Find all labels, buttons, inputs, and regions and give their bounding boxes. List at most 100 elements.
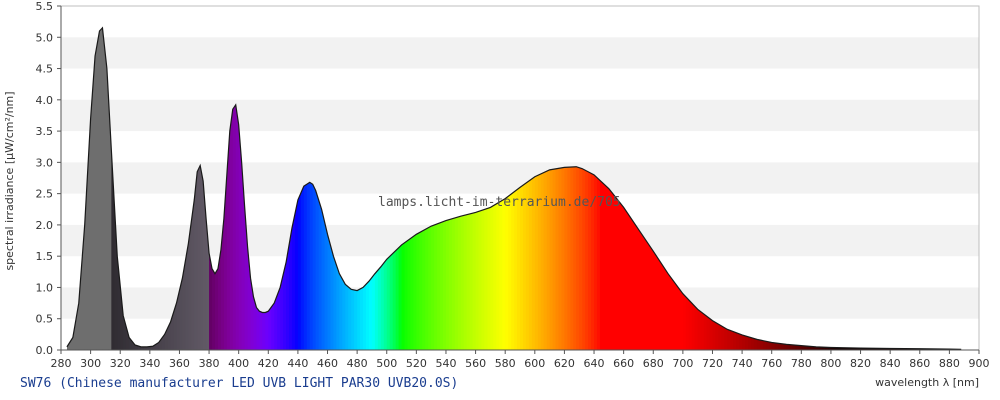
y-tick-label: 2.0 bbox=[36, 219, 54, 232]
x-tick-label: 520 bbox=[406, 357, 427, 370]
spectrum-strip bbox=[789, 344, 794, 350]
spectrum-strip bbox=[730, 330, 734, 350]
spectrum-strip bbox=[226, 131, 231, 350]
spectrum-strip bbox=[531, 176, 536, 350]
x-tick-label: 300 bbox=[80, 357, 101, 370]
spectrum-strip bbox=[872, 348, 876, 350]
spectrum-strip bbox=[206, 218, 210, 350]
spectrum-strip bbox=[753, 338, 758, 350]
spectrum-strip bbox=[505, 196, 509, 350]
spectrum-strip bbox=[277, 287, 281, 350]
spectrum-strip bbox=[407, 238, 412, 350]
y-tick-label: 0.0 bbox=[36, 344, 54, 357]
spectrum-strip bbox=[212, 268, 216, 350]
x-tick-label: 440 bbox=[287, 357, 308, 370]
spectrum-strip bbox=[164, 328, 169, 350]
spectrum-strip bbox=[626, 211, 631, 350]
spectrum-strip bbox=[451, 217, 456, 350]
spectrum-strip bbox=[437, 222, 441, 350]
x-tick-label: 420 bbox=[258, 357, 279, 370]
x-tick-label: 700 bbox=[672, 357, 693, 370]
x-tick-label: 680 bbox=[643, 357, 664, 370]
x-tick-label: 780 bbox=[791, 357, 812, 370]
spectrum-strip bbox=[170, 312, 175, 350]
spectrum-strip bbox=[525, 181, 530, 350]
spectrum-strip bbox=[830, 347, 835, 350]
y-tick-label: 0.5 bbox=[36, 313, 54, 326]
spectrum-strip bbox=[798, 345, 802, 350]
y-tick-label: 3.5 bbox=[36, 125, 54, 138]
spectrum-strip bbox=[742, 334, 746, 350]
spectrum-strip bbox=[816, 346, 820, 350]
x-tick-label: 740 bbox=[732, 357, 753, 370]
spectrum-strip bbox=[496, 202, 500, 350]
spectrum-strip bbox=[366, 281, 370, 350]
spectrum-strip bbox=[860, 348, 865, 350]
spectrum-strip bbox=[543, 171, 548, 350]
spectrum-strip bbox=[579, 167, 583, 350]
spectrum-strip bbox=[567, 167, 571, 350]
spectrum-strip bbox=[66, 342, 71, 350]
x-tick-label: 600 bbox=[524, 357, 545, 370]
spectrum-strip bbox=[718, 324, 722, 350]
spectrum-strip bbox=[250, 278, 255, 350]
spectrum-strip bbox=[466, 213, 471, 350]
spectrum-strip bbox=[638, 229, 643, 350]
spectrum-strip bbox=[81, 224, 86, 350]
spectrum-strip bbox=[558, 167, 563, 350]
spectrum-strip bbox=[552, 168, 557, 350]
spectrum-strip bbox=[336, 264, 340, 350]
spectrum-strip bbox=[203, 181, 207, 350]
axes bbox=[60, 6, 979, 351]
spectrum-strip bbox=[570, 166, 574, 350]
spectrum-strip bbox=[792, 344, 796, 350]
spectrum-strip bbox=[585, 170, 589, 350]
spectrum-strip bbox=[594, 174, 598, 350]
y-tick-label: 4.5 bbox=[36, 63, 54, 76]
y-tick-label: 1.5 bbox=[36, 250, 54, 263]
spectrum-strip bbox=[647, 242, 651, 350]
spectrum-strip bbox=[887, 348, 891, 350]
spectrum-strip bbox=[105, 54, 109, 350]
spectrum-strip bbox=[596, 177, 601, 350]
spectrum-strip bbox=[869, 348, 873, 350]
spectrum-strip bbox=[306, 182, 311, 350]
spectrum-strip bbox=[546, 169, 551, 350]
spectrum-strip bbox=[309, 182, 314, 350]
spectrum-strip bbox=[132, 341, 136, 350]
y-tick-label: 5.0 bbox=[36, 31, 54, 44]
spectrum-strip bbox=[262, 312, 266, 350]
spectrum-strip bbox=[286, 245, 290, 350]
spectrum-strip bbox=[229, 109, 234, 350]
spectrum-strip bbox=[111, 149, 115, 350]
spectrum-strip bbox=[398, 244, 403, 350]
spectrum-strip bbox=[114, 203, 118, 350]
spectrum-strip bbox=[534, 175, 539, 350]
spectrum-strip bbox=[810, 346, 814, 350]
spectrum-strip bbox=[656, 255, 660, 350]
spectrum-strip bbox=[804, 345, 808, 350]
spectrum-strip bbox=[194, 171, 198, 350]
spectrum-strip bbox=[493, 203, 497, 350]
spectrum-strip bbox=[857, 348, 862, 350]
spectrum-strip bbox=[416, 232, 420, 350]
spectrum-strip bbox=[896, 348, 900, 350]
spectrum-strip bbox=[93, 47, 98, 350]
spectrum-strip bbox=[916, 348, 921, 350]
spectrum-strip bbox=[197, 165, 201, 350]
spectrum-strip bbox=[748, 336, 752, 350]
spectrum-strip bbox=[676, 285, 681, 350]
spectrum-strip bbox=[682, 293, 687, 350]
spectrum-strip bbox=[268, 307, 272, 350]
spectrum-strip bbox=[724, 327, 728, 350]
spectrum-strip bbox=[599, 180, 604, 350]
spectrum-strip bbox=[321, 209, 326, 350]
spectrum-strip bbox=[691, 303, 696, 350]
spectrum-strip bbox=[848, 347, 853, 350]
spectrum-strip bbox=[685, 296, 690, 350]
spectrum-strip bbox=[842, 347, 847, 350]
spectrum-strip bbox=[733, 331, 737, 350]
spectrum-strip bbox=[472, 212, 477, 350]
spectrum-strip bbox=[271, 303, 275, 350]
